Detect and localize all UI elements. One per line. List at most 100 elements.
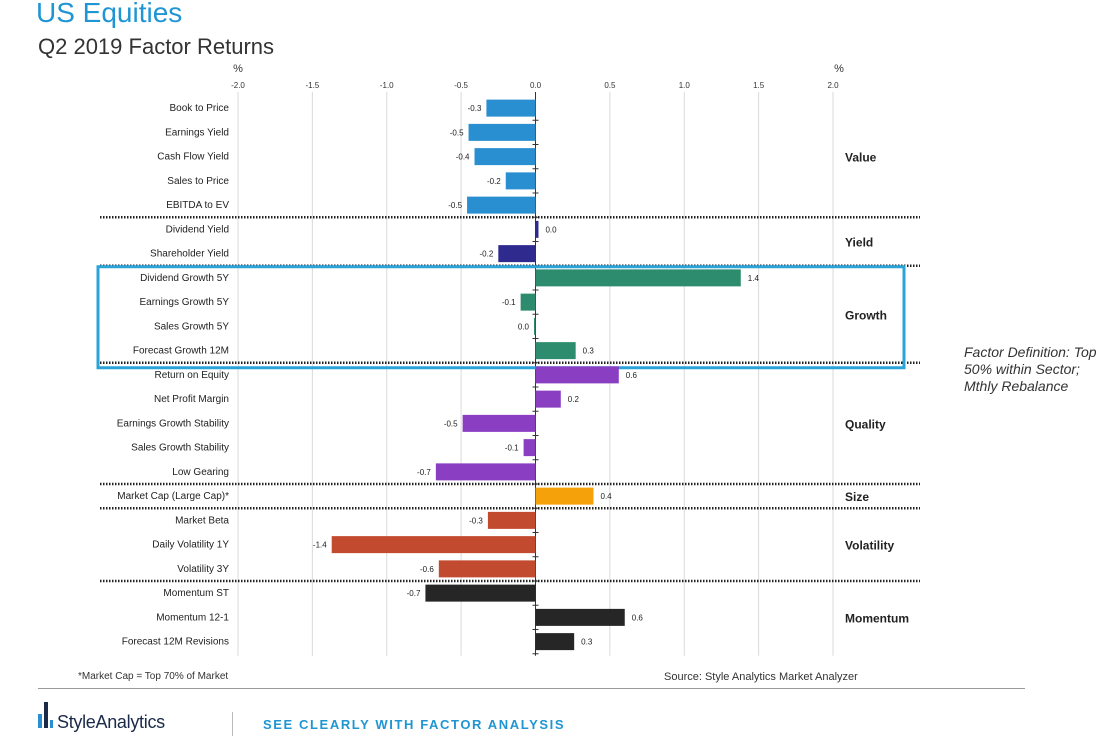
footer-divider [38,688,1025,689]
bar [535,366,619,384]
x-axis-unit-right: % [834,63,844,75]
x-tick-label: -0.5 [454,81,468,90]
factor-label: Market Beta [175,515,229,526]
factor-label: Momentum ST [163,588,229,599]
bar [535,220,539,238]
group-label: Volatility [845,539,894,553]
bar [535,269,741,287]
factor-label: Earnings Growth 5Y [140,297,230,308]
value-label: -1.4 [313,541,327,550]
value-label: -0.3 [468,104,482,113]
highlight-box [96,265,906,370]
bar [435,463,536,481]
factor-label: Book to Price [170,103,230,114]
factor-label: Market Cap (Large Cap)* [117,491,229,502]
style-analytics-logo: StyleAnalytics [38,700,198,736]
value-label: -0.7 [407,589,421,598]
x-axis-unit-left: % [233,63,243,75]
value-label: 0.2 [568,395,580,404]
bar [520,293,536,311]
value-label: 0.6 [632,613,644,622]
factor-label: Return on Equity [155,370,230,381]
x-tick-label: 0.0 [530,81,542,90]
factor-label: Earnings Growth Stability [117,418,229,429]
value-label: -0.1 [505,444,519,453]
bar [505,172,536,190]
factor-label: Sales Growth Stability [131,443,229,454]
value-label: 0.4 [601,492,613,501]
bar [523,439,536,457]
x-tick-label: 1.5 [753,81,765,90]
value-label: -0.5 [450,128,464,137]
footer-separator [232,712,233,736]
source-note: Source: Style Analytics Market Analyzer [664,671,858,683]
value-label: 0.0 [545,225,557,234]
value-label: 0.6 [626,371,638,380]
bar [535,633,575,651]
bar [462,414,536,432]
value-label: -0.5 [448,201,462,210]
bar [535,342,576,360]
group-label: Growth [845,308,887,322]
chart-subtitle: Q2 2019 Factor Returns [38,34,275,59]
logo-bars-icon [38,702,53,728]
value-label: 0.0 [518,322,530,331]
factor-label: Low Gearing [172,467,229,478]
bar [535,487,594,505]
x-tick-label: -2.0 [231,81,245,90]
factor-definition-note: Factor Definition: Top 50% within Sector… [964,344,1097,394]
x-tick-label: -1.5 [305,81,319,90]
factor-label: EBITDA to EV [166,200,229,211]
factor-label: Net Profit Margin [154,394,229,405]
factor-label: Dividend Growth 5Y [140,273,229,284]
bar [425,584,536,602]
x-tick-label: 0.5 [604,81,616,90]
group-label: Size [845,490,869,504]
tagline: SEE CLEARLY WITH FACTOR ANALYSIS [263,717,566,732]
page-title: US Equities [36,0,183,28]
x-tick-label: 2.0 [827,81,839,90]
bar [534,317,536,335]
factor-label: Shareholder Yield [150,249,229,260]
bar [474,148,536,166]
group-label: Value [845,151,877,165]
value-label: -0.6 [420,565,434,574]
value-label: 0.3 [583,347,595,356]
factor-label: Dividend Yield [166,224,229,235]
factor-label: Momentum 12-1 [156,612,229,623]
value-label: -0.3 [469,516,483,525]
value-label: -0.1 [502,298,516,307]
factor-label: Sales to Price [167,176,229,187]
group-label: Quality [845,417,886,431]
bar [535,608,625,626]
bar [486,99,536,117]
bar [487,511,536,529]
bar [438,560,536,578]
factor-label: Forecast Growth 12M [133,346,229,357]
value-label: 0.3 [581,638,593,647]
footnote: *Market Cap = Top 70% of Market [78,671,229,682]
factor-label: Daily Volatility 1Y [152,540,229,551]
factor-label: Volatility 3Y [177,564,229,575]
factor-label: Sales Growth 5Y [154,321,229,332]
bar [467,196,536,214]
group-label: Momentum [845,611,909,625]
logo-text: StyleAnalytics [57,712,165,732]
value-label: -0.4 [456,153,470,162]
bar [331,536,536,554]
value-label: -0.7 [417,468,431,477]
x-tick-label: 1.0 [679,81,691,90]
value-label: -0.2 [487,177,501,186]
value-label: -0.5 [444,419,458,428]
value-label: 1.4 [748,274,760,283]
bar [468,123,536,141]
factor-label: Forecast 12M Revisions [122,637,229,648]
factor-label: Earnings Yield [165,127,229,138]
group-label: Yield [845,236,873,250]
factor-label: Cash Flow Yield [157,152,229,163]
value-label: -0.2 [480,250,494,259]
factor-returns-chart: -2.0 -1.5 -1.0 -0.5 0.0 0.5 1.0 1.5 2.0% % Book to… [96,63,920,656]
bar [498,245,536,263]
bar [535,390,561,408]
x-tick-label: -1.0 [380,81,394,90]
